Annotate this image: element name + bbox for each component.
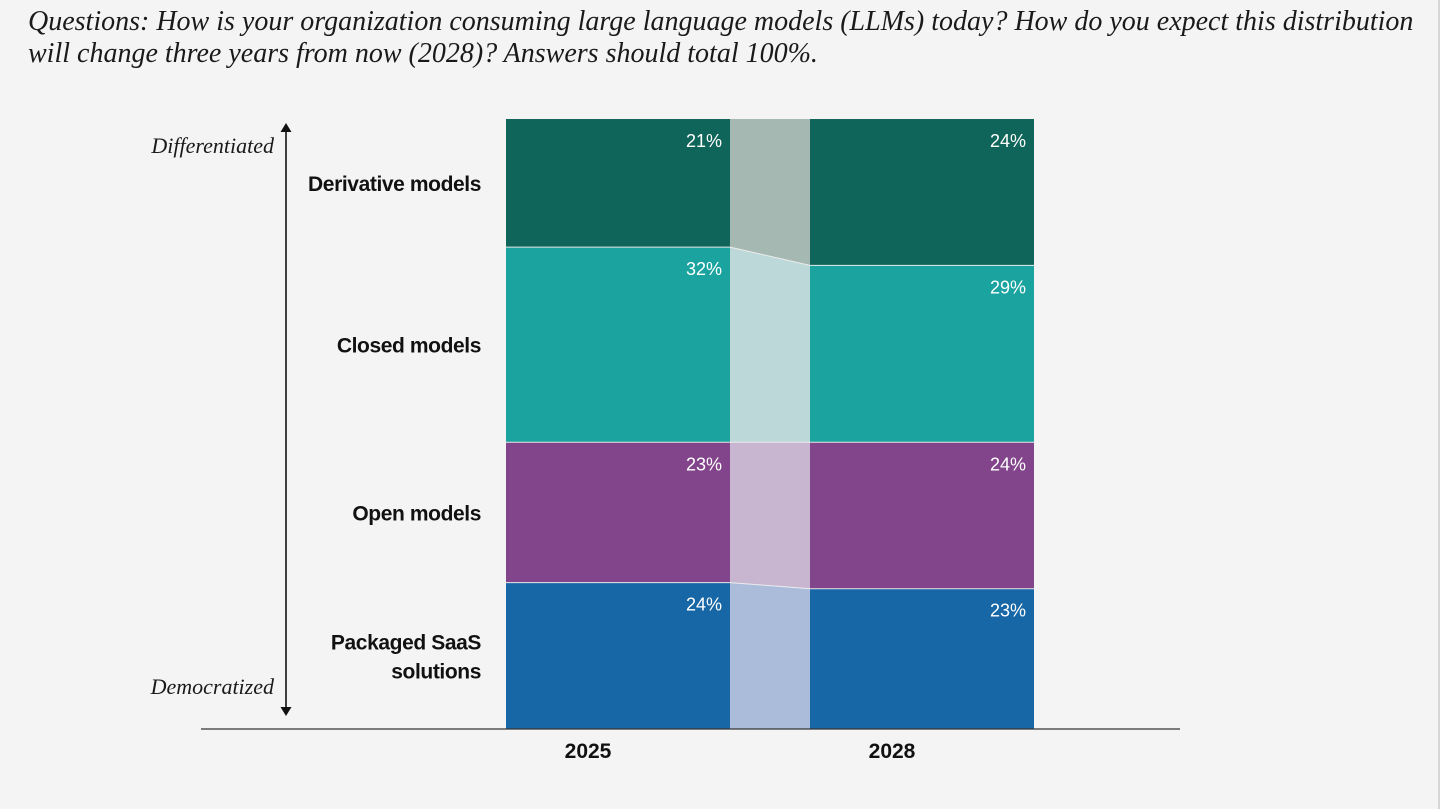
- vertical-arrow-axis: Differentiated Democratized: [150, 123, 292, 716]
- category-label-packaged-saas-solutions: Packaged SaaS: [331, 631, 481, 654]
- bar-packaged-saas-solutions-2025: [506, 582, 730, 729]
- bar-open-models-2028: [810, 442, 1034, 589]
- band-separator: [729, 582, 811, 590]
- right-edge-border: [1438, 0, 1440, 809]
- bar-closed-models-2028: [810, 265, 1034, 443]
- band-packaged-saas-solutions: [730, 582, 810, 729]
- arrow-up-icon: [280, 123, 292, 132]
- band-derivative-models: [730, 119, 810, 266]
- axis-bottom-label: Democratized: [150, 674, 275, 699]
- category-label-open-models: Open models: [352, 502, 481, 525]
- value-label-closed-models-2025: 32%: [686, 259, 722, 279]
- category-label-packaged-saas-solutions: solutions: [391, 660, 481, 683]
- value-labels: 21% 24% 32% 29% 23% 24% 24% 23%: [686, 131, 1026, 621]
- category-label-derivative-models: Derivative models: [308, 173, 481, 196]
- value-label-derivative-models-2025: 21%: [686, 131, 722, 151]
- band-separator: [729, 246, 811, 266]
- bar-derivative-models-2028: [810, 119, 1034, 266]
- value-label-packaged-saas-solutions-2025: 24%: [686, 595, 722, 615]
- band-closed-models: [730, 247, 810, 443]
- x-axis-labels: 2025 2028: [565, 740, 916, 763]
- category-labels: Derivative models Closed models Open model…: [308, 173, 482, 683]
- band-open-models: [730, 442, 810, 589]
- bar-closed-models-2025: [506, 247, 730, 443]
- bars: [506, 119, 1034, 729]
- value-label-packaged-saas-solutions-2028: 23%: [990, 601, 1026, 621]
- bar-open-models-2025: [506, 442, 730, 583]
- x-label-2025: 2025: [565, 740, 612, 763]
- arrow-down-icon: [280, 707, 292, 716]
- value-label-open-models-2028: 24%: [990, 454, 1026, 474]
- axis-top-label: Differentiated: [150, 133, 275, 158]
- value-label-derivative-models-2028: 24%: [990, 131, 1026, 151]
- transition-bands: [729, 119, 811, 729]
- value-label-closed-models-2028: 29%: [990, 277, 1026, 297]
- bar-packaged-saas-solutions-2028: [810, 588, 1034, 729]
- category-label-closed-models: Closed models: [337, 335, 481, 358]
- bar-derivative-models-2025: [506, 119, 730, 248]
- value-label-open-models-2025: 23%: [686, 454, 722, 474]
- x-label-2028: 2028: [869, 740, 916, 763]
- question-text: Questions: How is your organization cons…: [28, 6, 1414, 69]
